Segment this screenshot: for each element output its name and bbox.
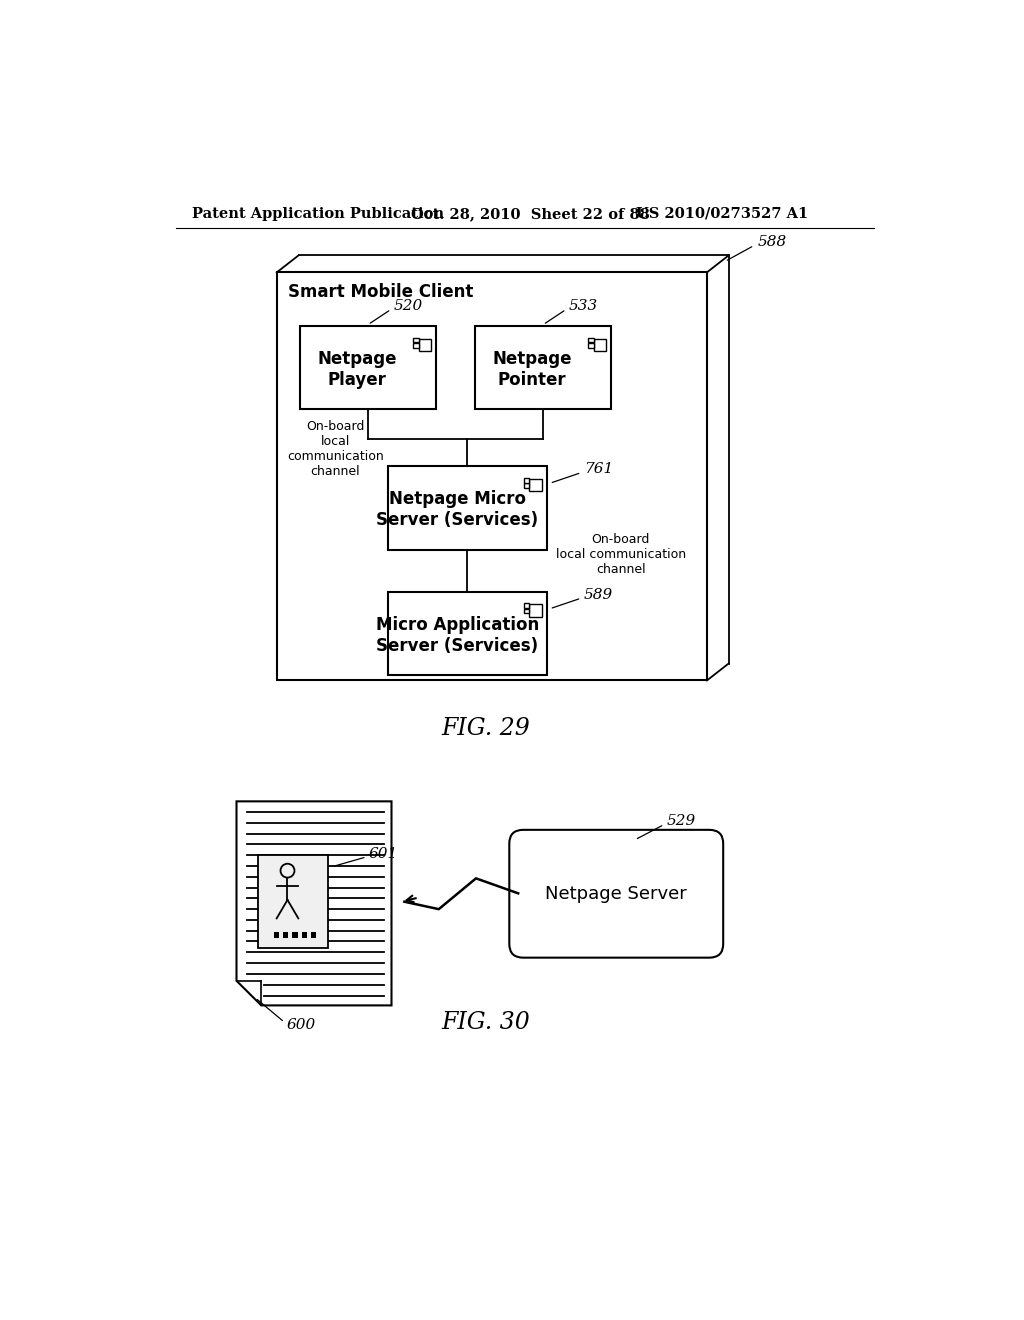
Text: On-board
local
communication
channel: On-board local communication channel — [287, 421, 384, 478]
Bar — [283, 932, 289, 939]
Bar — [589, 338, 594, 342]
Text: Micro Application
Server (Services): Micro Application Server (Services) — [376, 615, 540, 655]
Bar — [594, 339, 606, 351]
Text: Smart Mobile Client: Smart Mobile Client — [288, 284, 473, 301]
Bar — [529, 479, 542, 491]
Bar — [388, 466, 547, 549]
Bar — [388, 591, 547, 675]
Text: 589: 589 — [584, 587, 613, 602]
Bar — [524, 609, 529, 614]
Bar — [529, 605, 542, 616]
Bar — [273, 932, 280, 939]
Bar — [475, 326, 611, 409]
Text: 520: 520 — [393, 300, 423, 313]
Text: Netpage Micro
Server (Services): Netpage Micro Server (Services) — [377, 490, 539, 529]
Text: Netpage
Player: Netpage Player — [317, 350, 396, 389]
Text: Oct. 28, 2010  Sheet 22 of 88: Oct. 28, 2010 Sheet 22 of 88 — [411, 207, 649, 220]
Bar — [258, 855, 328, 948]
Bar — [302, 932, 307, 939]
Text: FIG. 29: FIG. 29 — [441, 717, 530, 739]
Text: FIG. 30: FIG. 30 — [441, 1011, 530, 1034]
Bar — [524, 483, 529, 488]
Polygon shape — [276, 272, 707, 681]
Polygon shape — [237, 801, 391, 1006]
Text: US 2010/0273527 A1: US 2010/0273527 A1 — [636, 207, 808, 220]
Text: Patent Application Publication: Patent Application Publication — [191, 207, 443, 220]
Bar — [311, 932, 316, 939]
Text: 601: 601 — [369, 846, 398, 861]
Bar — [419, 339, 431, 351]
Text: Netpage Server: Netpage Server — [546, 884, 687, 903]
Text: 529: 529 — [667, 814, 696, 829]
Text: 761: 761 — [584, 462, 613, 477]
Bar — [524, 603, 529, 609]
Text: Netpage
Pointer: Netpage Pointer — [493, 350, 572, 389]
FancyBboxPatch shape — [509, 830, 723, 958]
Text: On-board
local communication
channel: On-board local communication channel — [556, 533, 686, 577]
Bar — [300, 326, 435, 409]
Bar — [524, 478, 529, 483]
Bar — [414, 338, 419, 342]
Bar — [292, 932, 298, 939]
Bar — [589, 343, 594, 348]
Text: 533: 533 — [568, 300, 598, 313]
Text: 588: 588 — [758, 235, 787, 248]
Text: 600: 600 — [287, 1019, 316, 1032]
Bar — [414, 343, 419, 348]
